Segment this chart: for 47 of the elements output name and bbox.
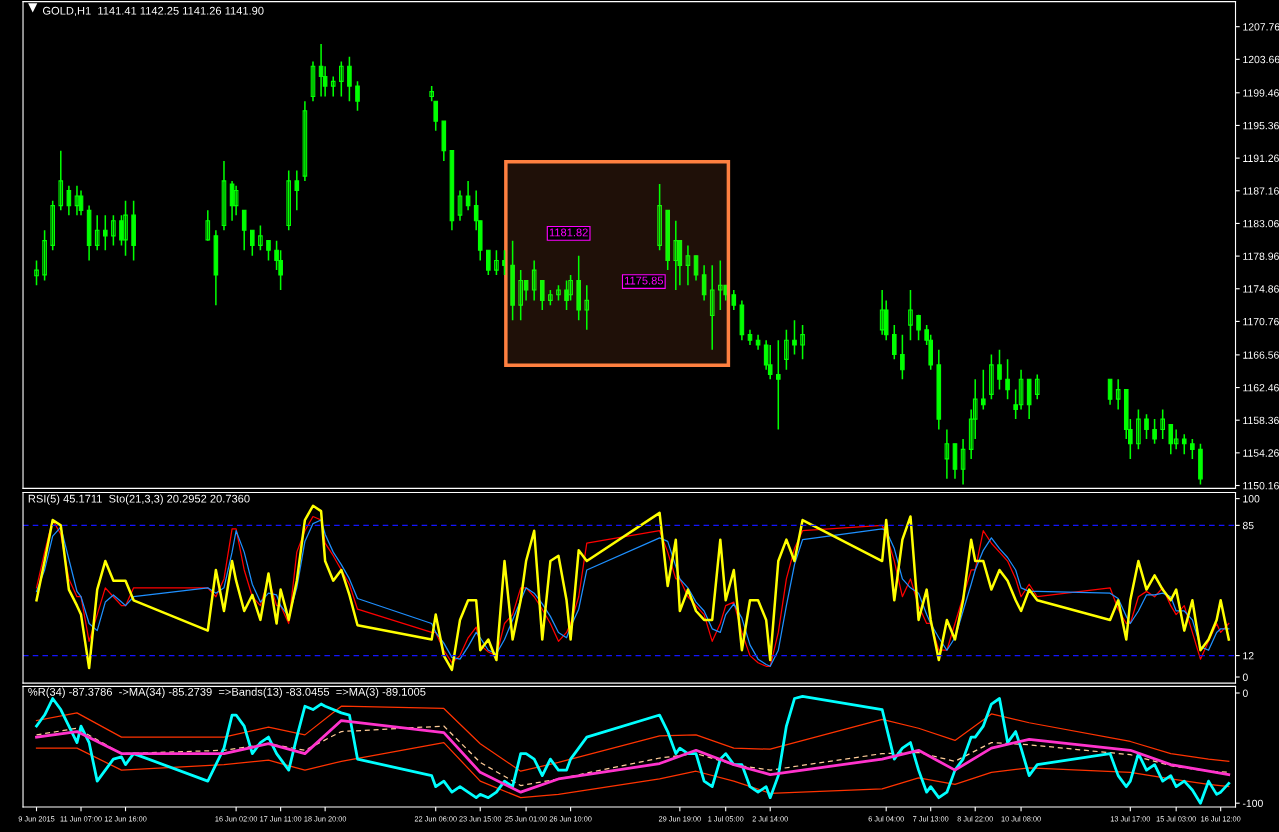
candlestick [111,214,116,247]
y-tick-label: 1199.46 [1243,89,1279,97]
candlestick [997,349,1002,391]
y-tick-label: 1166.56 [1243,351,1279,359]
candlestick [1190,438,1195,460]
line-series [35,741,1230,799]
candlestick [1152,418,1157,445]
chart-title: %R(34) -87.3786 ->MA(34) -85.2739 =>Bands(13) -83.0455 =>MA(3) -89.1005 [28,687,426,698]
chart-title: RSI(5) 45.1711 Sto(21,3,3) 20.2952 20.7360 [28,494,250,505]
y-tick-label: 1162.46 [1243,384,1279,392]
y-tick-label: 1191.26 [1243,154,1279,162]
candlestick [775,339,781,431]
y-tick-label: 1154.26 [1243,449,1279,457]
y-tick-label: 1158.36 [1243,416,1279,425]
candlestick [34,259,39,287]
candlestick [266,239,271,262]
candlestick [355,80,360,112]
annotation: 1175.85 [624,276,664,285]
y-tick-label: 1174.86 [1243,285,1279,293]
y-tick-label: 1183.06 [1243,219,1279,228]
y-tick-label: 1178.96 [1243,252,1279,260]
candlestick [102,214,108,251]
y-tick-label: 0 [1242,673,1248,681]
chart-title: GOLD,H1 1141.41 1142.25 1141.26 1141.90 [42,6,264,17]
candlestick [800,324,805,361]
y-tick-label: 12 [1243,652,1254,660]
candlestick [258,224,263,251]
line-series [35,719,1231,794]
candlestick [792,319,797,356]
y-tick-label: 1170.76 [1243,317,1279,326]
candlestick [494,249,499,276]
y-tick-label: 1195.36 [1243,121,1279,130]
y-tick-label: 0 [1242,689,1248,697]
candlestick [717,259,723,311]
annotation: 1181.82 [549,228,588,237]
y-tick-label: 1207.76 [1243,23,1279,31]
y-tick-label: -100 [1242,799,1263,808]
y-tick-label: 85 [1242,521,1254,530]
candlestick [1144,413,1149,440]
y-tick-label: 1203.66 [1243,55,1279,64]
candlestick [908,289,913,341]
candlestick [916,313,921,341]
y-tick-label: 1150.16 [1243,482,1279,490]
line-series [35,705,1230,772]
y-tick-label: 1187.16 [1243,187,1279,195]
candlestick [1160,408,1165,440]
y-tick-label: 100 [1243,495,1260,503]
